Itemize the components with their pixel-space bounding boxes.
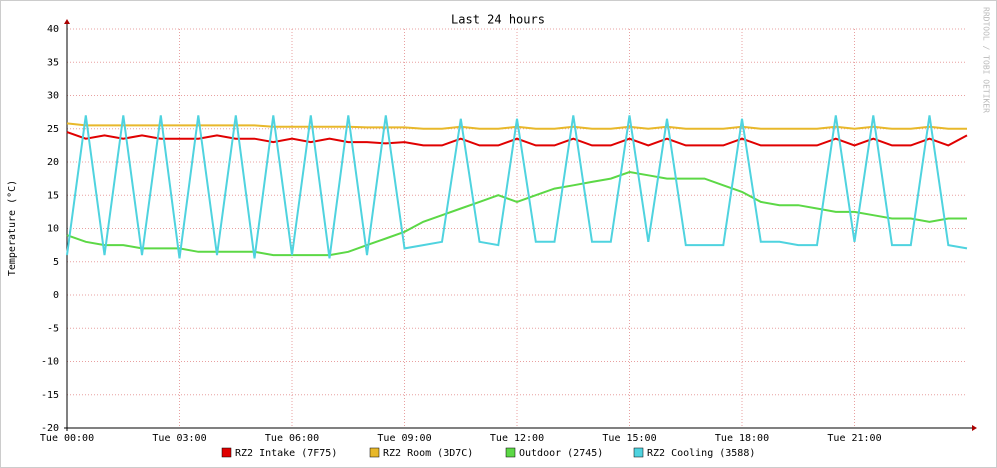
legend-swatch — [221, 447, 232, 458]
y-tick-label: 25 — [47, 124, 59, 135]
chart-title: Last 24 hours — [451, 13, 545, 27]
x-tick-label: Tue 18:00 — [715, 433, 769, 444]
x-tick-label: Tue 09:00 — [377, 433, 431, 444]
y-tick-label: 15 — [47, 190, 59, 201]
y-tick-label: 0 — [53, 290, 59, 301]
y-tick-label: 40 — [47, 24, 59, 35]
y-tick-label: 30 — [47, 91, 59, 102]
y-tick-label: 20 — [47, 157, 59, 168]
series-line — [66, 131, 968, 147]
x-tick-label: Tue 06:00 — [265, 433, 319, 444]
x-tick-label: Tue 03:00 — [152, 433, 206, 444]
legend-label: RZ2 Room (3D7C) — [383, 448, 473, 459]
y-tick-label: 5 — [53, 257, 59, 268]
x-tick-label: Tue 15:00 — [602, 433, 656, 444]
series-line — [66, 115, 968, 259]
watermark: RRDTOOL / TOBI OETIKER — [982, 7, 991, 113]
x-arrow — [972, 425, 977, 431]
y-tick-label: -10 — [41, 357, 59, 368]
y-tick-label: -15 — [41, 390, 59, 401]
series-line — [66, 122, 967, 130]
legend-label: Outdoor (2745) — [519, 448, 603, 459]
y-tick-label: -5 — [47, 323, 59, 334]
legend-swatch — [505, 447, 516, 458]
y-axis-label: Temperature (°C) — [7, 180, 18, 276]
legend-swatch — [369, 447, 380, 458]
legend-swatch — [633, 447, 644, 458]
y-tick-label: 35 — [47, 57, 59, 68]
legend-label: RZ2 Cooling (3588) — [647, 448, 755, 459]
legend-label: RZ2 Intake (7F75) — [235, 448, 337, 459]
y-tick-label: 10 — [47, 224, 59, 235]
y-arrow — [64, 19, 70, 24]
x-tick-label: Tue 12:00 — [490, 433, 544, 444]
y-tick-label: -20 — [41, 423, 59, 434]
x-tick-label: Tue 00:00 — [40, 433, 94, 444]
x-tick-label: Tue 21:00 — [827, 433, 881, 444]
